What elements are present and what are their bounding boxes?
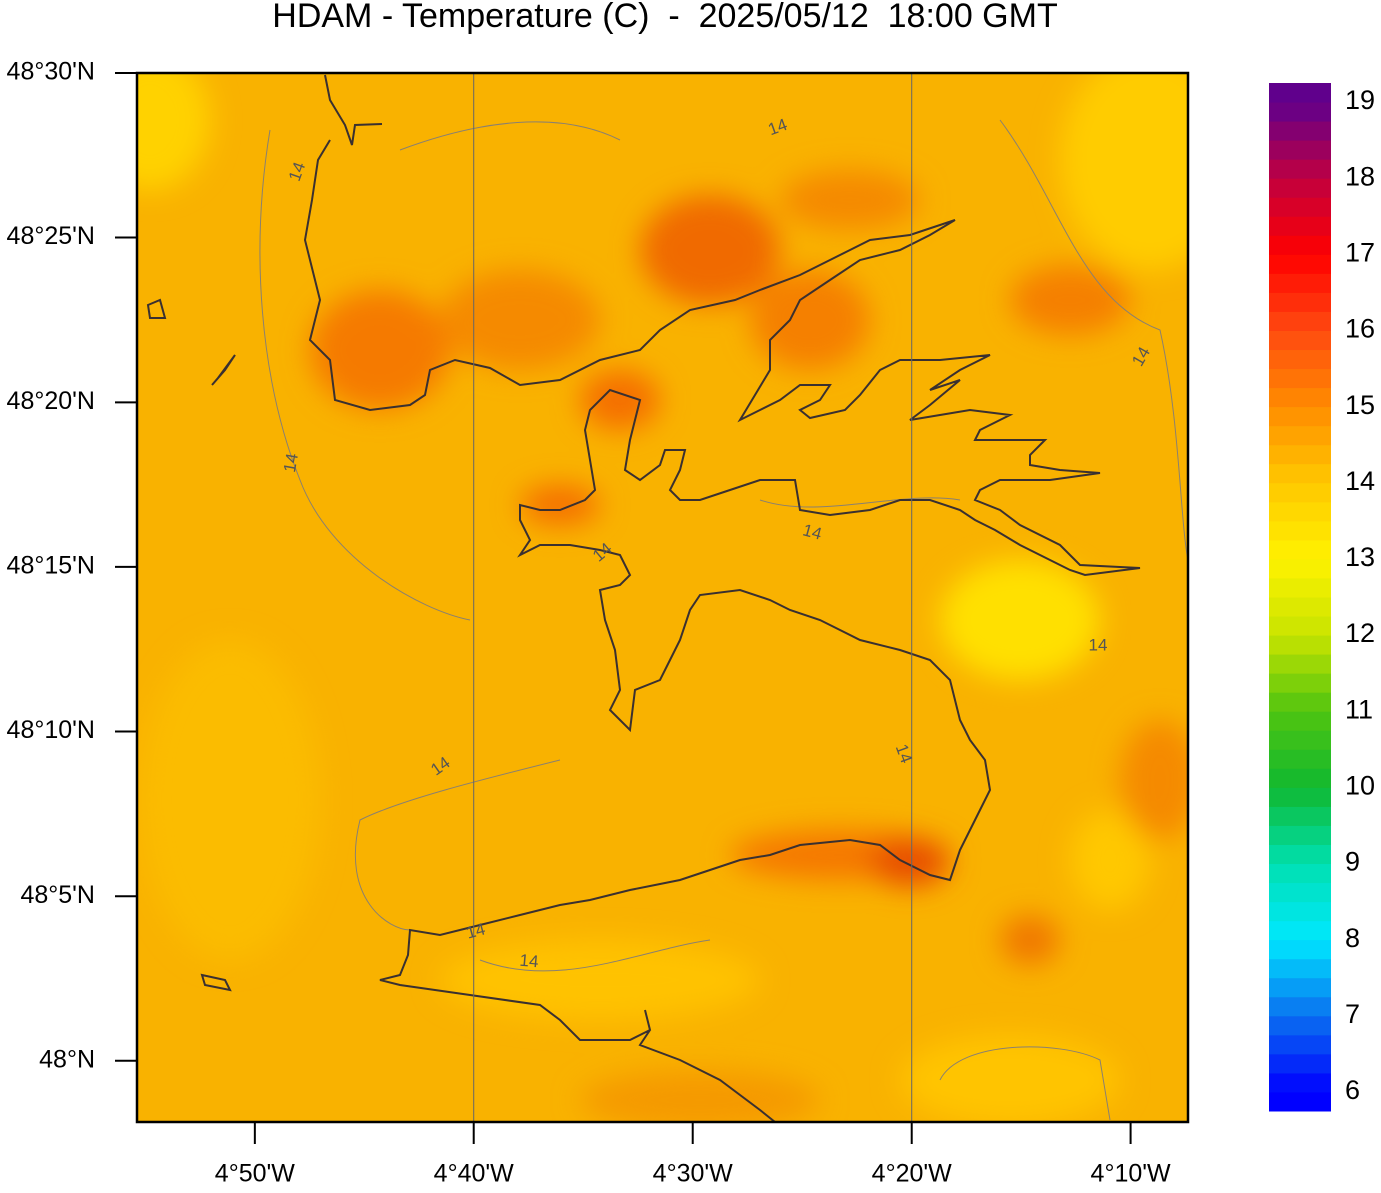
colorbar-band [1269,901,1331,922]
y-tick-label: 48°10'N [7,716,95,744]
colorbar-band [1269,349,1331,370]
x-tick-label: 4°30'W [653,1160,733,1188]
colorbar-tick-label: 9 [1345,847,1360,877]
contour-label: 14 [801,520,824,543]
colorbar-tick-label: 13 [1345,542,1375,572]
colorbar-band [1269,654,1331,674]
colorbar-band [1269,254,1331,274]
colorbar-band [1269,539,1331,560]
colorbar-band [1269,730,1331,750]
colorbar-band [1269,311,1331,331]
y-tick-label: 48°25'N [7,222,95,250]
colorbar-band [1269,577,1331,598]
colorbar-tick-label: 6 [1345,1075,1360,1105]
colorbar-band [1269,939,1331,960]
colorbar-band [1269,749,1331,769]
colorbar-band [1269,1091,1331,1112]
colorbar-band [1269,635,1331,655]
y-tick-label: 48°30'N [7,58,95,86]
colorbar-band [1269,197,1331,217]
colorbar-band [1269,235,1331,255]
colorbar-tick-label: 15 [1345,390,1375,420]
colorbar-tick-label: 18 [1345,161,1375,191]
colorbar-band [1269,444,1331,465]
colorbar-band [1269,292,1331,312]
colorbar-band [1269,844,1331,865]
colorbar-tick-label: 11 [1345,694,1373,724]
x-tick-label: 4°20'W [872,1160,952,1188]
colorbar-band [1269,216,1331,236]
colorbar-band [1269,140,1331,160]
colorbar-tick-label: 10 [1345,770,1375,800]
x-tick-label: 4°10'W [1091,1160,1171,1188]
colorbar-band [1269,273,1331,293]
colorbar-band [1269,425,1331,446]
colorbar-band [1269,711,1331,731]
colorbar-tick-label: 12 [1345,618,1375,648]
colorbar-band [1269,520,1331,541]
colorbar-band [1269,882,1331,903]
contour-label: 14 [280,452,302,474]
map-title: HDAM - Temperature (C) - 2025/05/12 18:0… [272,0,1057,35]
colorbar-band [1269,159,1331,179]
y-tick-label: 48°5'N [20,881,95,909]
colorbar-band [1269,996,1331,1017]
colorbar-band [1269,825,1331,845]
x-tick-label: 4°40'W [434,1160,514,1188]
colorbar-band [1269,463,1331,484]
colorbar-band [1269,1034,1331,1055]
colorbar-band [1269,920,1331,941]
colorbar-band [1269,102,1331,122]
map-frame [135,71,1190,1124]
colorbar-tick-label: 17 [1345,237,1375,267]
colorbar-band [1269,501,1331,522]
temperature-field [137,73,1188,1122]
colorbar-tick-label: 16 [1345,314,1375,344]
contour-label: 14 [464,919,487,942]
colorbar-band [1269,787,1331,807]
contour-label: 14 [519,951,540,972]
colorbar-band [1269,977,1331,998]
colorbar-tick-label: 14 [1345,466,1375,496]
colorbar-tick-label: 8 [1345,923,1360,953]
colorbar-band [1269,616,1331,636]
colorbar-tick-label: 19 [1345,85,1375,115]
colorbar-band [1269,1072,1331,1093]
colorbar-band [1269,768,1331,788]
colorbar-band [1269,558,1331,579]
colorbar-band [1269,368,1331,389]
colorbar-band [1269,1053,1331,1074]
colorbar-tick-label: 7 [1345,999,1360,1029]
y-tick-label: 48°20'N [7,387,95,415]
colorbar-band [1269,178,1331,198]
colorbar-band [1269,406,1331,427]
colorbar-band [1269,482,1331,503]
colorbar-band [1269,806,1331,826]
y-tick-label: 48°15'N [7,551,95,579]
x-tick-label: 4°50'W [215,1160,295,1188]
colorbar-band [1269,673,1331,693]
contour-label: 14 [1089,635,1108,654]
colorbar-band [1269,958,1331,979]
colorbar-band [1269,121,1331,141]
colorbar-band [1269,83,1331,103]
y-tick-label: 48°N [39,1045,95,1073]
colorbar-band [1269,330,1331,351]
colorbar-band [1269,863,1331,884]
colorbar-band [1269,387,1331,408]
colorbar-band [1269,597,1331,617]
colorbar-band [1269,1015,1331,1036]
colorbar-band [1269,692,1331,712]
